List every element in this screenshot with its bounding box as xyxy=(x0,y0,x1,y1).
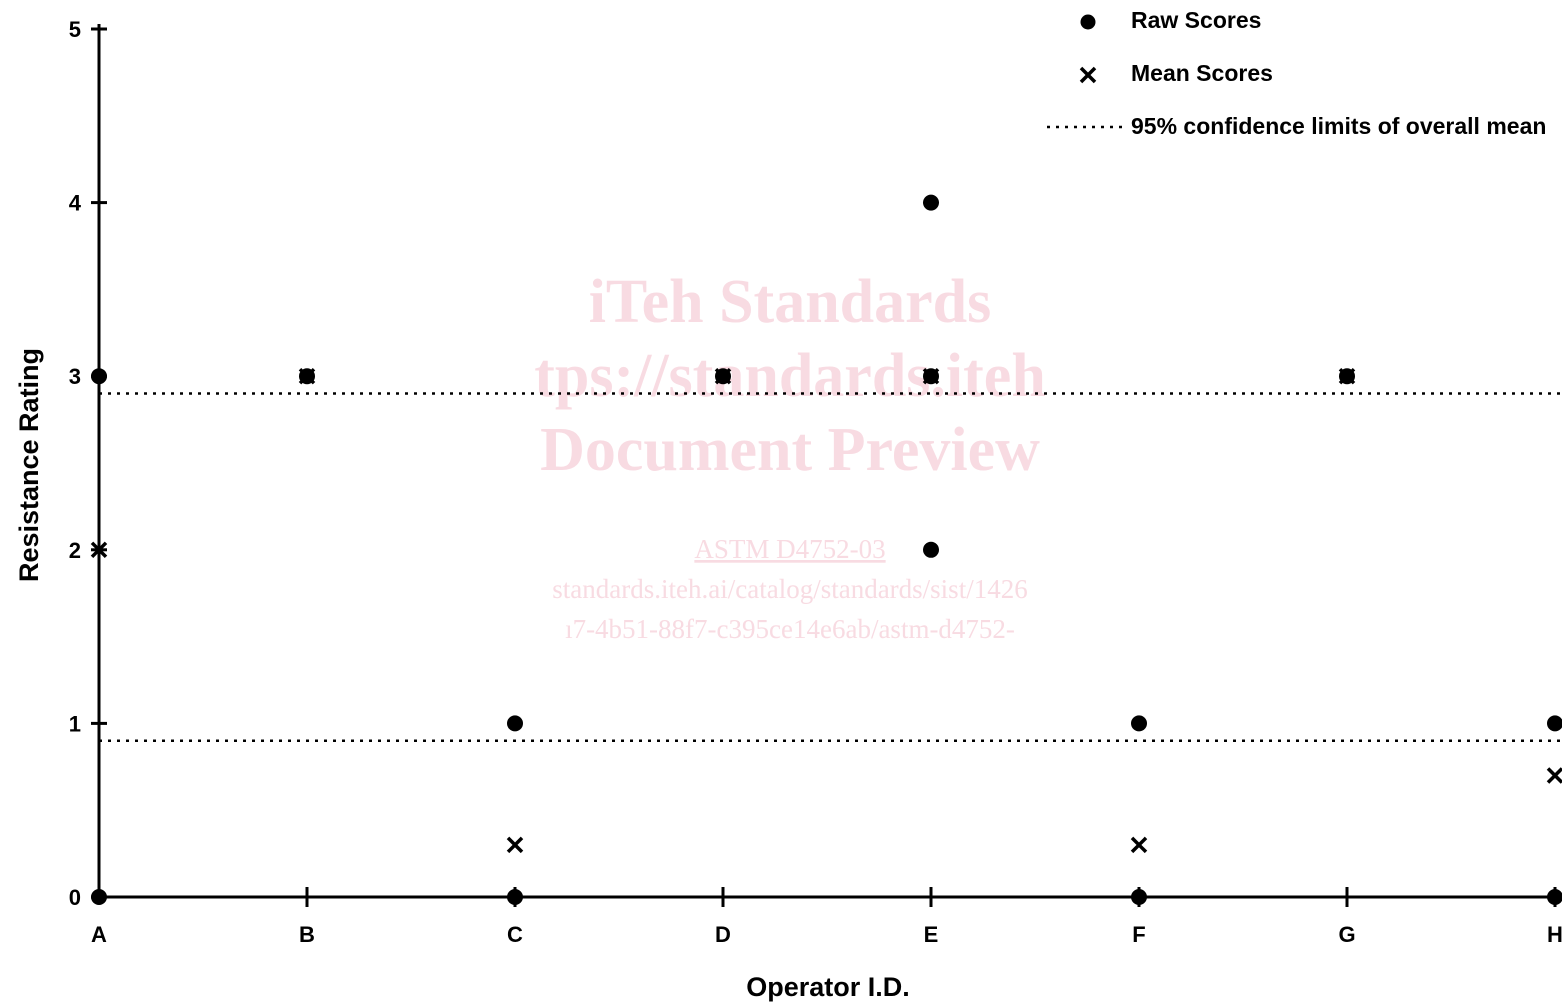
raw-score-point xyxy=(91,889,107,905)
raw-score-point xyxy=(507,715,523,732)
raw-score-point xyxy=(507,889,523,905)
mean-score-point xyxy=(90,541,108,559)
y-tick-label-0: 0 xyxy=(69,885,81,910)
y-tick-label-5: 5 xyxy=(69,17,81,42)
raw-score-point xyxy=(1131,715,1147,732)
y-tick-label-2: 2 xyxy=(69,538,81,563)
mean-score-point xyxy=(714,367,732,385)
legend-raw-label: Raw Scores xyxy=(1131,7,1261,33)
legend: Raw Scores Mean Scores 95% confidence li… xyxy=(1047,7,1546,139)
x-tick-label-A: A xyxy=(91,922,107,947)
watermark-line-5: standards.iteh.ai/catalog/standards/sist… xyxy=(552,574,1027,604)
raw-score-point xyxy=(91,368,107,385)
x-tick-label-F: F xyxy=(1132,922,1145,947)
raw-score-point xyxy=(1547,889,1562,905)
mean-scores-series xyxy=(90,367,1562,854)
mean-score-point xyxy=(922,367,940,385)
mean-score-point xyxy=(506,836,524,854)
raw-score-point xyxy=(1547,715,1562,732)
mean-score-point xyxy=(1546,767,1562,784)
mean-score-point xyxy=(1130,836,1148,854)
watermark-line-6: ı7-4b51-88f7-c395ce14e6ab/astm-d4752- xyxy=(565,614,1015,644)
mean-score-point xyxy=(1338,367,1356,385)
x-tick-label-B: B xyxy=(299,922,315,947)
raw-score-point xyxy=(923,194,939,211)
watermark-line-1: iTeh Standards xyxy=(589,268,992,336)
raw-score-point xyxy=(923,541,939,558)
x-axis-title: Operator I.D. xyxy=(746,972,910,1002)
x-tick-label-D: D xyxy=(715,922,731,947)
y-tick-label-1: 1 xyxy=(69,711,81,736)
legend-raw-marker xyxy=(1080,14,1096,30)
legend-ci-label: 95% confidence limits of overall mean xyxy=(1131,113,1546,139)
x-tick-label-G: G xyxy=(1338,922,1355,947)
mean-score-point xyxy=(298,367,316,385)
y-tick-label-3: 3 xyxy=(69,364,81,389)
watermark-line-3: Document Preview xyxy=(540,416,1040,484)
y-axis-ticks: 0 1 2 3 4 5 xyxy=(69,17,107,910)
watermark-line-2: tps://standards.iteh xyxy=(534,342,1046,410)
confidence-limit-lines xyxy=(99,392,1562,743)
x-tick-label-C: C xyxy=(507,922,523,947)
x-tick-label-E: E xyxy=(924,922,939,947)
watermark-line-4[interactable]: ASTM D4752-03 xyxy=(694,534,885,564)
legend-mean-marker xyxy=(1079,66,1097,84)
watermark: iTeh Standards tps://standards.iteh Docu… xyxy=(534,268,1046,644)
x-tick-label-H: H xyxy=(1547,922,1562,947)
raw-score-point xyxy=(1131,889,1147,905)
legend-mean-label: Mean Scores xyxy=(1131,60,1273,86)
y-tick-label-4: 4 xyxy=(69,191,82,216)
y-axis-title: Resistance Rating xyxy=(14,348,44,582)
